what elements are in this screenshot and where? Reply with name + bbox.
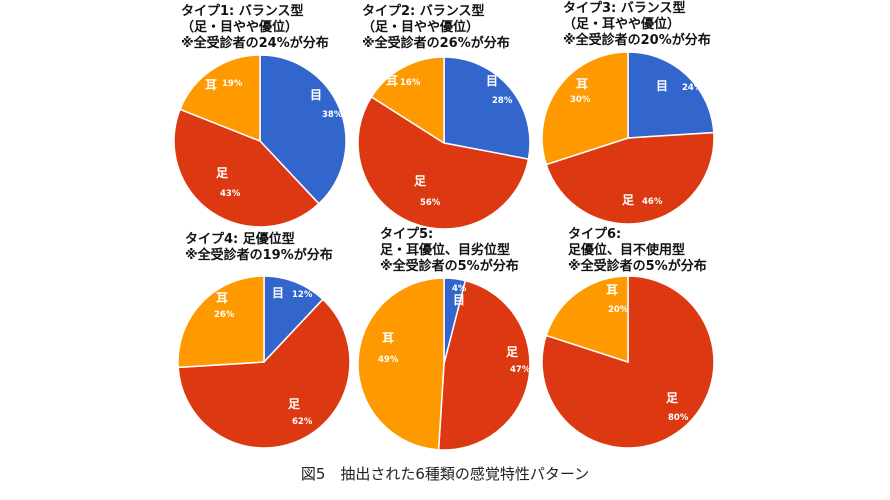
chart-title-line: タイプ6: [568, 227, 621, 242]
slice-label-foot: 足 [506, 345, 518, 359]
chart-title-line: タイプ5: [380, 227, 433, 242]
slice-label-foot: 足 [622, 193, 634, 207]
slice-label-ear: 耳 [205, 78, 217, 92]
slice-value-ear: 20% [608, 305, 629, 315]
slice-label-eye: 目 [310, 88, 322, 102]
slice-label-foot: 足 [288, 397, 300, 411]
slice-value-eye: 4% [452, 284, 467, 294]
chart-title-line: （足・耳やや優位） [563, 16, 680, 32]
chart-title-line: 足・耳優位、目劣位型 [380, 242, 510, 258]
chart-title-line: （足・目やや優位） [181, 19, 298, 35]
chart-title-line: （足・目やや優位） [362, 19, 479, 35]
slice-label-eye: 目 [453, 293, 465, 307]
slice-value-ear: 30% [570, 95, 591, 105]
chart-title-line: ※全受診者の24%が分布 [181, 35, 329, 51]
slice-value-foot: 62% [292, 417, 313, 427]
pie-charts-svg: タイプ1: バランス型（足・目やや優位）※全受診者の24%が分布目38%足43%… [173, 0, 715, 451]
pie-slice-eye [263, 275, 324, 364]
pie-slice-ear [179, 54, 261, 143]
pie-slice-eye [443, 56, 531, 160]
pie-slice-eye [627, 51, 715, 139]
slice-label-ear: 耳 [386, 74, 398, 88]
slice-value-ear: 16% [400, 78, 421, 88]
pie-slice-foot [437, 279, 531, 451]
slice-label-ear: 耳 [576, 77, 588, 91]
chart-title-line: 足優位、目不使用型 [568, 242, 685, 258]
chart-title-line: タイプ2: バランス型 [362, 3, 485, 19]
slice-value-foot: 43% [220, 189, 241, 199]
chart-title-line: タイプ4: 足優位型 [185, 231, 295, 247]
slice-value-eye: 12% [292, 290, 313, 300]
chart-title-line: タイプ1: バランス型 [181, 3, 304, 19]
pie-slice-ear [357, 277, 445, 451]
slice-value-ear: 19% [222, 79, 243, 89]
chart-title-line: ※全受診者の19%が分布 [185, 247, 333, 263]
pie-slice-foot [357, 95, 530, 230]
slice-value-ear: 26% [214, 310, 235, 320]
chart-title-line: ※全受診者の26%が分布 [362, 35, 510, 51]
slice-label-foot: 足 [666, 391, 678, 405]
pie-slice-foot [173, 108, 320, 228]
pie-slice-ear [545, 275, 629, 364]
slice-label-ear: 耳 [382, 331, 394, 345]
slice-value-foot: 47% [510, 365, 531, 375]
slice-label-ear: 耳 [606, 283, 618, 297]
slice-value-foot: 80% [668, 413, 689, 423]
slice-label-ear: 耳 [216, 291, 228, 305]
pie-slice-ear [370, 56, 445, 145]
chart-title-line: タイプ3: バランス型 [563, 0, 686, 16]
slice-label-eye: 目 [486, 74, 498, 88]
pie-slice-foot [177, 298, 351, 449]
slice-value-eye: 38% [322, 110, 343, 120]
chart-title-line: ※全受診者の20%が分布 [563, 32, 711, 48]
pie-slice-foot [545, 131, 715, 225]
slice-value-ear: 49% [378, 355, 399, 365]
slice-label-foot: 足 [216, 166, 228, 180]
slice-value-foot: 56% [420, 198, 441, 208]
pie-slice-eye [259, 54, 347, 205]
pie-slice-ear [177, 275, 265, 369]
pie-slice-ear [541, 51, 629, 166]
slice-label-eye: 目 [656, 79, 668, 93]
slice-label-foot: 足 [414, 174, 426, 188]
slice-value-eye: 28% [492, 96, 513, 106]
slice-value-foot: 46% [642, 197, 663, 207]
chart-title-line: ※全受診者の5%が分布 [380, 258, 519, 274]
slice-value-eye: 24% [682, 83, 703, 93]
chart-title-line: ※全受診者の5%が分布 [568, 258, 707, 274]
figure-caption: 図5 抽出された6種類の感覚特性パターン [300, 465, 590, 483]
slice-label-eye: 目 [272, 286, 284, 300]
